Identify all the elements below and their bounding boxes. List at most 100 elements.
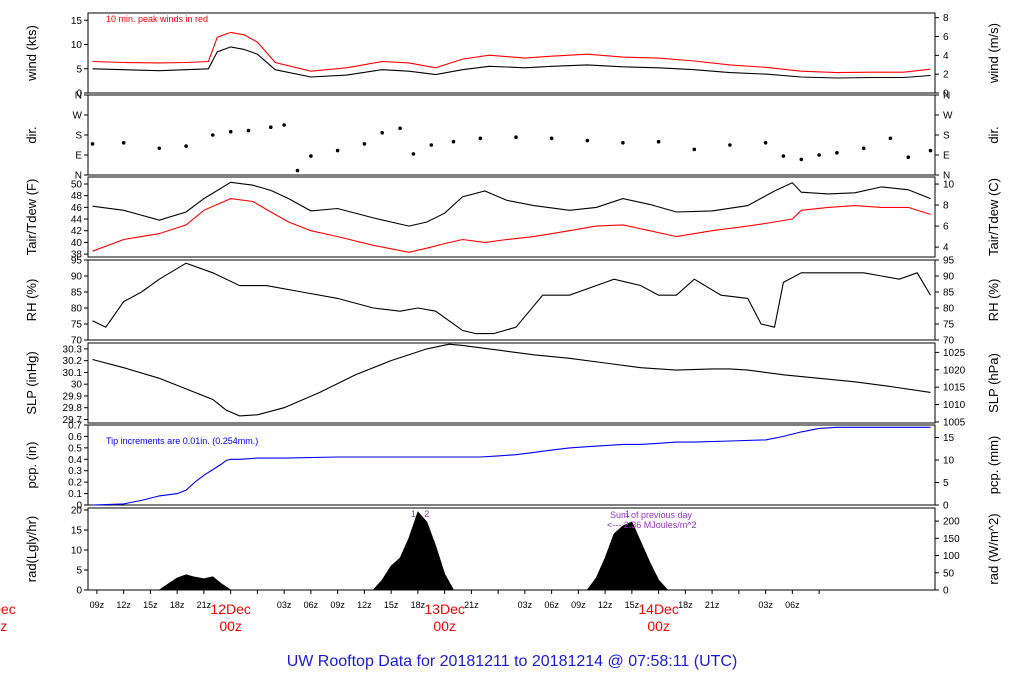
x-tick-label: 21z — [197, 600, 212, 610]
x-tick-label: 15z — [384, 600, 399, 610]
dir-point — [799, 157, 804, 162]
wind-right-tick-label: 4 — [943, 51, 949, 62]
temp-left-tick-label: 50 — [71, 180, 83, 191]
x-day-time: 00z — [647, 618, 670, 634]
rh-right-tick-label: 90 — [943, 272, 955, 283]
dir-left-tick-label: N — [75, 171, 82, 182]
dir-point — [888, 136, 893, 141]
rad-left-tick-label: 20 — [71, 506, 83, 517]
dir-left-tick-label: N — [75, 91, 82, 102]
temp-right-tick-label: 4 — [943, 243, 949, 254]
dir-point — [585, 138, 590, 143]
wind-series-0 — [92, 46, 931, 79]
temp-right-tick-label: 8 — [943, 201, 949, 212]
wind-right-tick-label: 6 — [943, 32, 949, 43]
pcp-left-tick-label: 0.5 — [68, 443, 82, 454]
x-tick-label: 21z — [705, 600, 720, 610]
pcp-right-tick-label: 15 — [943, 433, 955, 444]
x-day-time: 00z — [433, 618, 456, 634]
dir-point — [411, 152, 416, 156]
pcp-right-tick-label: 5 — [943, 478, 949, 489]
x-day-date: 12Dec — [210, 601, 250, 617]
dir-point — [121, 141, 126, 145]
rad-right-tick-label: 100 — [943, 551, 960, 562]
footer-title: UW Rooftop Data for 20181211 to 20181214… — [287, 653, 738, 670]
rad-left-axis-label: rad(Lgly/hr) — [24, 516, 39, 582]
temp-series-1 — [92, 198, 931, 253]
rh-right-tick-label: 75 — [943, 320, 955, 331]
x-tick-label: 03z — [518, 600, 533, 610]
slp-right-tick-label: 1025 — [943, 348, 966, 359]
pcp-series-0 — [92, 426, 931, 506]
slp-left-tick-label: 30.3 — [63, 344, 83, 355]
slp-left-tick-label: 29.9 — [63, 391, 83, 402]
rh-left-tick-label: 75 — [71, 320, 83, 331]
wind-frame — [87, 12, 936, 94]
x-day-date: 11Dec — [0, 601, 16, 617]
rad-left-tick-label: 15 — [71, 526, 83, 537]
temp-left-tick-label: 46 — [71, 203, 83, 214]
wind-right-tick-label: 8 — [943, 13, 949, 24]
slp-left-axis-label: SLP (inHg) — [24, 351, 39, 414]
dir-point — [835, 151, 839, 155]
pcp-left-axis-label: pcp. (in) — [24, 442, 39, 489]
rad-left-tick-label: 0 — [76, 586, 82, 597]
dir-point — [90, 142, 95, 146]
slp-right-tick-label: 1015 — [943, 383, 966, 394]
wind-left-tick-label: 0 — [76, 89, 82, 100]
rh-left-tick-label: 70 — [71, 336, 83, 347]
dir-point — [928, 148, 933, 153]
dir-point — [514, 135, 518, 139]
x-day-time: 00z — [0, 618, 7, 634]
panel-wind: 0 5 10 15 0 2 4 6 8 wind (kts) wind (m/s) 10 min. p… — [24, 12, 1001, 100]
dir-point — [184, 144, 188, 148]
wind-annotation: 10 min. peak winds in red — [106, 14, 208, 24]
slp-right-tick-label: 1020 — [943, 365, 966, 376]
dir-point — [429, 143, 434, 147]
rh-right-tick-label: 95 — [943, 256, 955, 267]
rh-left-tick-label: 80 — [71, 304, 83, 315]
slp-left-tick-label: 29.7 — [63, 415, 83, 426]
x-tick-label: 03z — [758, 600, 773, 610]
pcp-right-axis-label: pcp. (mm) — [986, 436, 1001, 495]
dir-point — [211, 133, 215, 137]
dir-point — [380, 131, 385, 135]
rad-right-tick-label: 200 — [943, 517, 960, 528]
x-tick-label: 09z — [571, 600, 586, 610]
rad-left-tick-label: 10 — [71, 546, 83, 557]
temp-left-tick-label: 38 — [71, 250, 83, 261]
rad-right-tick-label: 150 — [943, 534, 960, 545]
temp-series-0 — [92, 181, 931, 227]
pcp-left-tick-label: 0.7 — [68, 421, 82, 432]
dir-point — [763, 141, 768, 145]
x-tick-label: 12z — [357, 600, 372, 610]
dir-point — [157, 146, 162, 151]
rh-left-tick-label: 90 — [71, 272, 83, 283]
rad-right-tick-label: 50 — [943, 568, 955, 579]
rh-left-axis-label: RH (%) — [24, 279, 39, 322]
dir-right-tick-label: E — [943, 151, 950, 162]
wind-left-axis-label: wind (kts) — [24, 25, 39, 82]
x-tick-label: 06z — [544, 600, 559, 610]
dir-point — [228, 129, 233, 134]
wind-left-tick-label: 5 — [76, 64, 82, 75]
wind-left-tick-label: 10 — [71, 40, 83, 51]
dir-point — [398, 126, 402, 131]
x-day-date: 13Dec — [424, 601, 464, 617]
dir-left-tick-label: W — [73, 111, 83, 122]
dir-left-axis-label: dir. — [24, 126, 39, 143]
rh-right-tick-label: 85 — [943, 288, 955, 299]
dir-point — [817, 153, 821, 157]
dir-point — [781, 154, 786, 158]
wind-left-tick-label: 15 — [71, 16, 83, 27]
dir-right-tick-label: S — [943, 131, 950, 142]
rad-peak-marker: 1 — [625, 509, 630, 519]
x-tick-label: 06z — [304, 600, 319, 610]
x-tick-label: 15z — [625, 600, 640, 610]
pcp-left-tick-label: 0.6 — [68, 432, 82, 443]
dir-left-tick-label: S — [75, 131, 82, 142]
temp-right-tick-label: 10 — [943, 180, 955, 191]
